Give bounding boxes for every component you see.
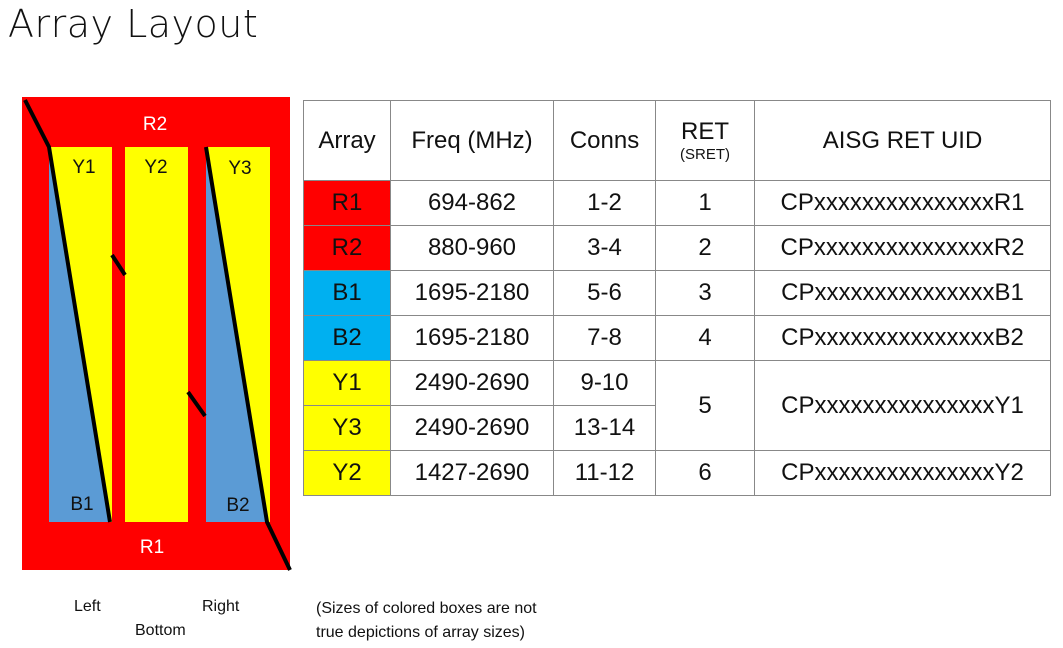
table-row: R2 880-960 3-4 2 CPxxxxxxxxxxxxxxxR2 <box>303 225 1051 271</box>
cell-array: R2 <box>303 225 391 271</box>
divider-line <box>23 99 292 571</box>
cell-ret: 4 <box>655 315 755 361</box>
table-row: Y1 2490-2690 9-10 5 CPxxxxxxxxxxxxxxxY1 <box>303 360 1051 451</box>
cell-array: B2 <box>303 315 391 361</box>
array-y2 <box>125 147 188 522</box>
cell-conns: 1-2 <box>553 180 656 226</box>
cell-conns: 3-4 <box>553 225 656 271</box>
cell-uid: CPxxxxxxxxxxxxxxxR2 <box>754 225 1051 271</box>
header-uid: AISG RET UID <box>754 100 1051 181</box>
note-line-2: true depictions of array sizes) <box>316 624 525 641</box>
table-row: Y2 1427-2690 11-12 6 CPxxxxxxxxxxxxxxxY2 <box>303 450 1051 496</box>
cell-freq: 880-960 <box>390 225 554 271</box>
array-table: Array Freq (MHz) Conns RET (SRET) AISG RE… <box>303 100 1051 496</box>
cell-freq: 1427-2690 <box>390 450 554 496</box>
cell-uid: CPxxxxxxxxxxxxxxxY2 <box>754 450 1051 496</box>
cell-conns: 9-10 <box>553 360 656 406</box>
header-freq: Freq (MHz) <box>390 100 554 181</box>
header-ret-label: RET <box>681 118 729 145</box>
page-title: Array Layout <box>8 2 259 46</box>
cell-freq: 2490-2690 <box>390 360 554 406</box>
label-b2: B2 <box>226 495 249 516</box>
table-row: Y3 2490-2690 13-14 <box>303 405 1051 451</box>
cell-conns: 13-14 <box>553 405 656 451</box>
cell-uid: CPxxxxxxxxxxxxxxxB1 <box>754 270 1051 316</box>
cell-freq: 1695-2180 <box>390 270 554 316</box>
cell-array: Y1 <box>303 360 391 406</box>
cell-array: Y2 <box>303 450 391 496</box>
orientation-bottom: Bottom <box>135 622 186 639</box>
cell-uid: CPxxxxxxxxxxxxxxxB2 <box>754 315 1051 361</box>
header-array: Array <box>303 100 391 181</box>
cell-uid: CPxxxxxxxxxxxxxxxR1 <box>754 180 1051 226</box>
cell-ret: 1 <box>655 180 755 226</box>
cell-ret: 6 <box>655 450 755 496</box>
label-r2: R2 <box>143 114 167 135</box>
array-layout-diagram: R2 R1 Y1 Y2 Y3 B1 B2 <box>22 97 292 571</box>
orientation-left: Left <box>74 598 101 615</box>
label-y2: Y2 <box>144 157 167 178</box>
cell-array: R1 <box>303 180 391 226</box>
orientation-right: Right <box>202 598 240 615</box>
table-header-row: Array Freq (MHz) Conns RET (SRET) AISG RE… <box>303 100 1051 181</box>
cell-array: Y3 <box>303 405 391 451</box>
cell-conns: 11-12 <box>553 450 656 496</box>
label-y1: Y1 <box>72 157 95 178</box>
table-row: B1 1695-2180 5-6 3 CPxxxxxxxxxxxxxxxB1 <box>303 270 1051 316</box>
header-conns: Conns <box>553 100 656 181</box>
cell-array: B1 <box>303 270 391 316</box>
header-ret-sub: (SRET) <box>680 146 730 163</box>
header-ret: RET (SRET) <box>655 100 755 181</box>
cell-freq: 2490-2690 <box>390 405 554 451</box>
cell-freq: 1695-2180 <box>390 315 554 361</box>
table-row: B2 1695-2180 7-8 4 CPxxxxxxxxxxxxxxxB2 <box>303 315 1051 361</box>
cell-conns: 5-6 <box>553 270 656 316</box>
label-r1: R1 <box>140 537 164 558</box>
cell-conns: 7-8 <box>553 315 656 361</box>
label-b1: B1 <box>70 494 93 515</box>
cell-freq: 694-862 <box>390 180 554 226</box>
table-row: R1 694-862 1-2 1 CPxxxxxxxxxxxxxxxR1 <box>303 180 1051 226</box>
note-line-1: (Sizes of colored boxes are not <box>316 600 537 617</box>
cell-ret: 2 <box>655 225 755 271</box>
cell-uid: CPxxxxxxxxxxxxxxxY1 <box>754 360 1051 451</box>
cell-ret: 3 <box>655 270 755 316</box>
label-y3: Y3 <box>228 158 251 179</box>
cell-ret: 5 <box>655 360 755 451</box>
